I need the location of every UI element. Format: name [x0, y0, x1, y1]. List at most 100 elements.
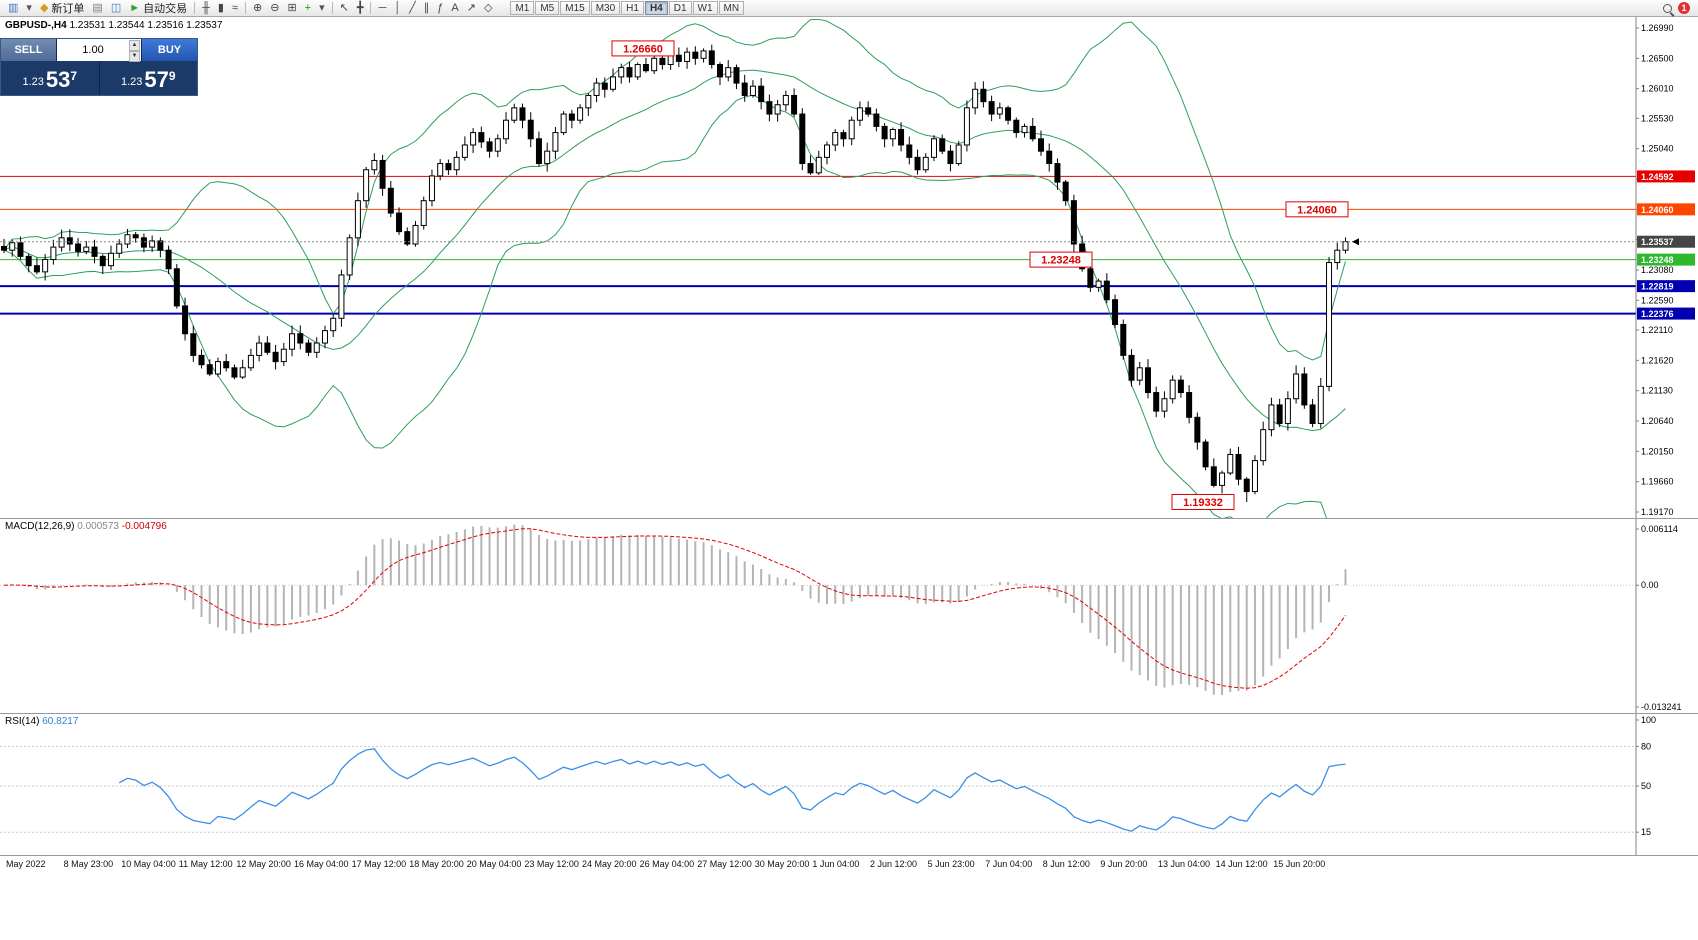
vertical-line-icon[interactable]: │: [390, 1, 405, 16]
svg-text:1.19660: 1.19660: [1641, 477, 1674, 487]
timeframe-w1[interactable]: W1: [692, 1, 718, 15]
sell-price[interactable]: 1.23 53 7: [1, 61, 100, 95]
timeframe-m15[interactable]: M15: [560, 1, 590, 15]
timeframe-m1[interactable]: M1: [510, 1, 535, 15]
autotrading-button[interactable]: ► 自动交易: [125, 1, 191, 16]
trendline-icon[interactable]: ╱: [405, 1, 420, 16]
channel-icon[interactable]: ∥: [420, 1, 434, 16]
macd-signal-line: [3, 528, 1346, 689]
volume-spinner: ▲ ▼: [129, 40, 140, 62]
buy-price[interactable]: 1.23 57 9: [100, 61, 198, 95]
indicators-dropdown-icon[interactable]: ▾: [315, 1, 329, 16]
price-callout[interactable]: 1.23248: [1029, 251, 1093, 268]
svg-text:1.20150: 1.20150: [1641, 446, 1674, 456]
new-order-button[interactable]: ◆ 新订单: [36, 1, 88, 16]
horizontal-line-icon: ─: [378, 1, 387, 14]
time-label: 5 Jun 23:00: [927, 859, 975, 869]
one-click-trade-panel: SELL ▲ ▼ BUY 1.23 53 7 1.23: [0, 38, 198, 96]
timeframe-m5[interactable]: M5: [535, 1, 560, 15]
time-label: 18 May 20:00: [409, 859, 464, 869]
svg-text:1.21620: 1.21620: [1641, 355, 1674, 365]
bar-chart-icon[interactable]: ╫: [198, 1, 214, 16]
macd-label: MACD(12,26,9) 0.000573 -0.004796: [5, 521, 167, 532]
fibonacci-icon[interactable]: ƒ: [433, 1, 447, 16]
axis-price-tag: 1.23537: [1637, 235, 1695, 248]
volume-box: ▲ ▼: [57, 39, 141, 62]
rsi-panel[interactable]: RSI(14) 60.8217 100 80 50 15: [0, 713, 1698, 856]
sell-price-base: 1.23: [22, 76, 44, 88]
bar-high: 1.23544: [108, 20, 145, 31]
svg-text:1.22376: 1.22376: [1641, 309, 1674, 319]
timeframe-m30[interactable]: M30: [590, 1, 621, 15]
timeframe-mn[interactable]: MN: [718, 1, 745, 15]
macd-chart[interactable]: 0.006114 0.00 -0.013241: [0, 519, 1698, 714]
candle-chart-icon: ▮: [217, 1, 224, 14]
time-label: 8 May 23:00: [63, 859, 114, 869]
timeframe-h4[interactable]: H4: [644, 1, 668, 15]
horizontal-line-icon[interactable]: ─: [374, 1, 390, 16]
text-tool-icon[interactable]: A: [447, 1, 462, 16]
timeframe-h1[interactable]: H1: [621, 1, 644, 15]
sell-button[interactable]: SELL: [1, 39, 57, 61]
profiles-icon[interactable]: ▤: [88, 1, 106, 16]
market-watch-icon[interactable]: ◫: [107, 1, 125, 16]
toolbar-separator: [331, 2, 333, 14]
new-order-button: ◆: [39, 1, 49, 14]
chart-ohlc-header: GBPUSD-,H4 1.23531 1.23544 1.23516 1.235…: [5, 20, 222, 31]
macd-axis: 0.006114 0.00 -0.013241: [1635, 519, 1682, 714]
cursor-icon[interactable]: ↖: [336, 1, 353, 16]
new-chart-icon[interactable]: ▥: [4, 1, 22, 16]
text-tool-icon: A: [451, 1, 459, 14]
sell-price-point: 7: [70, 69, 78, 83]
price-axis: 1.26990 1.26500 1.26010 1.25530 1.25040 1.245…: [1635, 17, 1695, 518]
autotrading-button-label: 自动交易: [143, 3, 188, 15]
line-chart-icon[interactable]: ≈: [228, 1, 242, 16]
crosshair-icon[interactable]: ╋: [353, 1, 368, 16]
current-price-arrow: [1352, 238, 1359, 246]
buy-price-pips: 57: [144, 67, 169, 92]
candle-chart-icon[interactable]: ▮: [214, 1, 228, 16]
toolbar-separator: [245, 2, 247, 14]
time-axis[interactable]: May 2022 8 May 23:00 10 May 04:00 11 May 12…: [0, 855, 1698, 873]
price-callout[interactable]: 1.19332: [1171, 493, 1235, 510]
time-label: 12 May 20:00: [236, 859, 291, 869]
timeframe-d1[interactable]: D1: [668, 1, 692, 15]
notification-badge[interactable]: 1: [1678, 2, 1690, 14]
price-callout[interactable]: 1.24060: [1285, 201, 1349, 218]
search-icon[interactable]: [1663, 3, 1672, 13]
bollinger-lower-line: [3, 94, 1328, 518]
price-callout[interactable]: 1.26660: [611, 40, 675, 57]
horizontal-lines[interactable]: [0, 175, 1636, 315]
rsi-chart[interactable]: 100 80 50 15: [0, 714, 1698, 856]
candlestick-chart[interactable]: 1.26990 1.26500 1.26010 1.25530 1.25040 1.245…: [0, 17, 1698, 518]
time-label: 16 May 04:00: [294, 859, 349, 869]
rsi-value: 60.8217: [42, 716, 79, 727]
arrow-tool-icon: ↗: [466, 1, 476, 14]
macd-name: MACD(12,26,9): [5, 521, 75, 532]
svg-text:1.22110: 1.22110: [1641, 325, 1673, 335]
toolbar-separator: [194, 2, 196, 14]
arrow-tool-icon[interactable]: ↗: [463, 1, 480, 16]
volume-up-icon[interactable]: ▲: [129, 40, 140, 51]
indicators-add-icon[interactable]: +: [301, 1, 315, 16]
time-label: 27 May 12:00: [697, 859, 752, 869]
autotrading-button: ►: [129, 1, 141, 14]
shapes-icon[interactable]: ◇: [480, 1, 496, 16]
svg-text:1.24060: 1.24060: [1297, 204, 1337, 216]
fibonacci-icon: ƒ: [437, 1, 444, 14]
zoom-in-icon[interactable]: ⊕: [249, 1, 266, 16]
svg-text:1.25040: 1.25040: [1641, 144, 1674, 154]
svg-text:1.21130: 1.21130: [1641, 386, 1673, 396]
time-label: 1 Jun 04:00: [812, 859, 860, 869]
grid-icon[interactable]: ⊞: [283, 1, 300, 16]
volume-input[interactable]: [57, 39, 141, 61]
chart-type-dropdown-icon[interactable]: ▾: [22, 1, 36, 16]
vertical-line-icon: │: [394, 1, 402, 14]
buy-button[interactable]: BUY: [141, 39, 197, 61]
bar-close: 1.23537: [186, 20, 223, 31]
volume-down-icon[interactable]: ▼: [129, 51, 140, 62]
macd-panel[interactable]: MACD(12,26,9) 0.000573 -0.004796 0.00611…: [0, 518, 1698, 714]
zoom-out-icon[interactable]: ⊖: [266, 1, 283, 16]
chart-panel[interactable]: GBPUSD-,H4 1.23531 1.23544 1.23516 1.235…: [0, 17, 1698, 518]
